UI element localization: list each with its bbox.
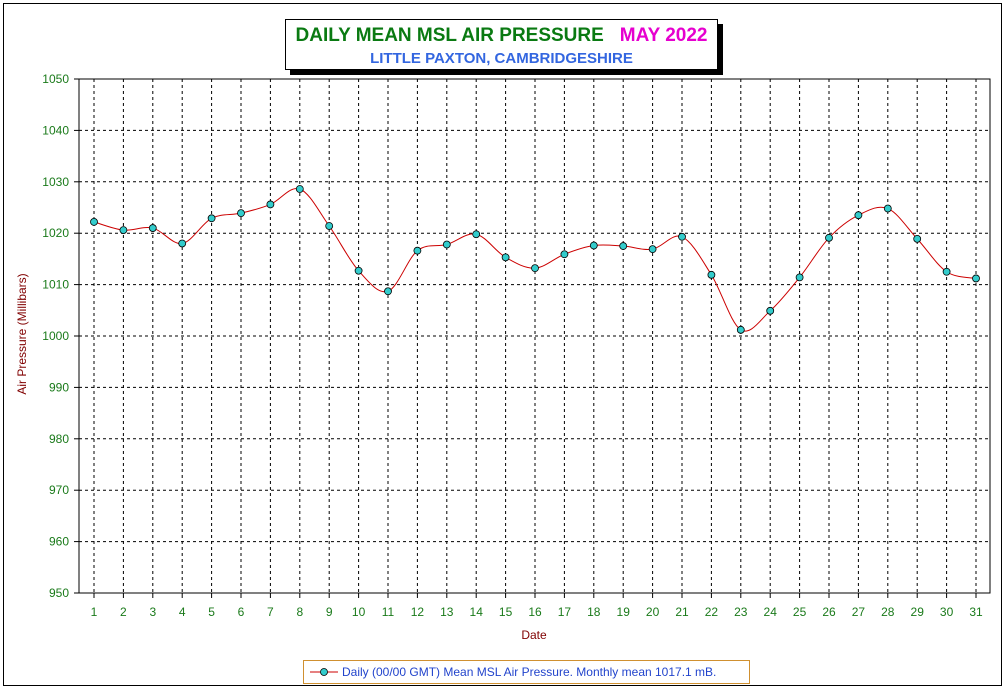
data-point	[942, 267, 951, 276]
x-tick-label: 9	[326, 605, 333, 619]
data-point	[972, 274, 980, 283]
y-tick-label: 950	[49, 586, 69, 600]
data-point	[560, 250, 569, 259]
y-tick-label: 960	[49, 535, 69, 549]
data-point	[237, 209, 245, 218]
data-point	[295, 185, 304, 193]
chart-subtitle: LITTLE PAXTON, CAMBRIDGESHIRE	[370, 50, 633, 67]
x-tick-label: 28	[881, 605, 895, 619]
data-point	[472, 230, 481, 239]
data-point	[207, 214, 216, 223]
data-point	[589, 241, 598, 250]
data-point	[413, 246, 422, 255]
x-tick-label: 22	[705, 605, 719, 619]
x-tick-label: 3	[149, 605, 156, 619]
chart-title: DAILY MEAN MSL AIR PRESSURE	[295, 25, 604, 46]
y-tick-label: 970	[49, 483, 69, 497]
data-point	[119, 226, 128, 235]
x-tick-label: 13	[440, 605, 454, 619]
x-axis-label: Date	[521, 628, 547, 642]
data-point	[148, 224, 157, 232]
y-tick-label: 1030	[42, 175, 69, 189]
x-tick-label: 8	[296, 605, 303, 619]
data-point	[883, 204, 892, 213]
data-point	[913, 234, 922, 243]
title-box: DAILY MEAN MSL AIR PRESSURE MAY 2022 LITT…	[285, 19, 718, 70]
data-point	[384, 287, 392, 296]
x-tick-label: 10	[352, 605, 366, 619]
data-point	[442, 240, 451, 249]
data-point	[266, 200, 275, 209]
y-tick-label: 1020	[42, 226, 69, 240]
y-tick-label: 1040	[42, 123, 69, 137]
data-point	[678, 232, 686, 241]
x-tick-label: 16	[528, 605, 542, 619]
data-point	[795, 273, 804, 282]
data-point	[531, 264, 539, 273]
data-point	[648, 245, 657, 254]
x-tick-label: 29	[911, 605, 925, 619]
chart-title-month: MAY 2022	[619, 25, 708, 46]
x-tick-label: 20	[646, 605, 660, 619]
x-tick-label: 4	[179, 605, 186, 619]
x-tick-label: 1	[91, 605, 98, 619]
x-tick-label: 26	[822, 605, 836, 619]
x-tick-label: 19	[617, 605, 631, 619]
x-tick-label: 30	[940, 605, 954, 619]
data-point	[325, 222, 334, 230]
x-tick-label: 31	[969, 605, 983, 619]
data-point	[825, 233, 833, 242]
y-tick-label: 1010	[42, 278, 69, 292]
legend-swatch	[310, 668, 338, 676]
data-point	[90, 217, 98, 226]
y-tick-label: 1000	[42, 329, 69, 343]
x-tick-label: 14	[470, 605, 484, 619]
x-tick-label: 15	[499, 605, 513, 619]
x-tick-label: 27	[852, 605, 866, 619]
x-tick-label: 18	[587, 605, 601, 619]
x-tick-label: 6	[238, 605, 245, 619]
y-tick-label: 1050	[42, 72, 69, 86]
data-point	[736, 325, 745, 334]
x-tick-label: 23	[734, 605, 748, 619]
x-tick-label: 24	[764, 605, 778, 619]
x-tick-label: 25	[793, 605, 807, 619]
legend-entry: Daily (00/00 GMT) Mean MSL Air Pressure.…	[342, 665, 717, 679]
y-tick-label: 980	[49, 432, 69, 446]
x-tick-label: 17	[558, 605, 572, 619]
x-tick-label: 5	[208, 605, 215, 619]
title-line: DAILY MEAN MSL AIR PRESSURE MAY 2022	[286, 25, 717, 47]
data-point	[501, 253, 510, 262]
x-tick-label: 2	[120, 605, 127, 619]
x-tick-label: 7	[267, 605, 274, 619]
chart-frame	[3, 3, 1002, 686]
data-point	[766, 306, 775, 315]
legend: Daily (00/00 GMT) Mean MSL Air Pressure.…	[303, 660, 750, 684]
x-tick-label: 11	[382, 605, 395, 619]
x-tick-label: 21	[675, 605, 689, 619]
data-point	[854, 211, 863, 220]
data-point	[354, 266, 363, 275]
data-point	[178, 239, 187, 248]
y-tick-label: 990	[49, 380, 69, 394]
data-point	[619, 242, 628, 250]
x-tick-label: 12	[411, 605, 425, 619]
data-point	[707, 270, 716, 279]
